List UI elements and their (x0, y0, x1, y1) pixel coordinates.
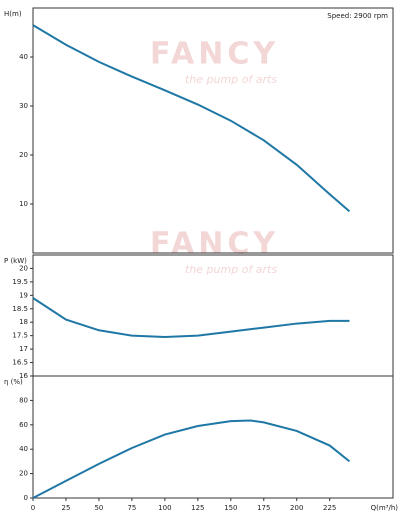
y-tick-label: 18 (19, 318, 28, 326)
y-tick-label: 18.5 (12, 305, 28, 313)
y-tick-label: 20 (19, 264, 28, 272)
y-tick-label: 80 (19, 396, 28, 404)
curve (32, 297, 350, 339)
curve (32, 24, 351, 213)
y-tick-label: 30 (19, 102, 28, 110)
x-tick-label: 0 (31, 504, 35, 512)
x-axis-label: Q(m³/h) (371, 504, 399, 512)
watermark-subtitle: the pump of arts (185, 73, 277, 86)
y-tick-label: 20 (19, 470, 28, 478)
watermark: FANCY (150, 227, 279, 262)
x-tick-label: 75 (127, 504, 136, 512)
y-tick-label: 0 (24, 494, 28, 502)
y-tick-label: 20 (19, 151, 28, 159)
y-tick-label: 60 (19, 421, 28, 429)
x-tick-label: 25 (62, 504, 71, 512)
x-tick-label: 200 (290, 504, 303, 512)
panel-frame (32, 7, 394, 254)
y-tick-label: 19.5 (12, 278, 28, 286)
x-tick-label: 175 (257, 504, 270, 512)
y-tick-label: 40 (19, 445, 28, 453)
y-axis-label: η (%) (4, 378, 23, 386)
speed-label: Speed: 2900 rpm (327, 12, 388, 20)
y-tick-label: 10 (19, 200, 28, 208)
watermark: FANCY (150, 37, 279, 72)
watermark-subtitle: the pump of arts (185, 263, 277, 276)
y-axis-label: P (kW) (4, 257, 27, 265)
y-tick-label: 19 (19, 291, 28, 299)
y-tick-label: 16 (19, 372, 28, 380)
curve (32, 419, 351, 499)
y-tick-label: 16.5 (12, 359, 28, 367)
y-tick-label: 17.5 (12, 332, 28, 340)
y-tick-label: 17 (19, 345, 28, 353)
x-tick-label: 125 (191, 504, 204, 512)
panel-frame (32, 375, 394, 499)
x-tick-label: 225 (323, 504, 336, 512)
y-tick-label: 40 (19, 53, 28, 61)
x-tick-label: 150 (224, 504, 237, 512)
x-tick-label: 100 (158, 504, 171, 512)
y-axis-label: H(m) (4, 10, 22, 18)
x-tick-label: 50 (94, 504, 103, 512)
